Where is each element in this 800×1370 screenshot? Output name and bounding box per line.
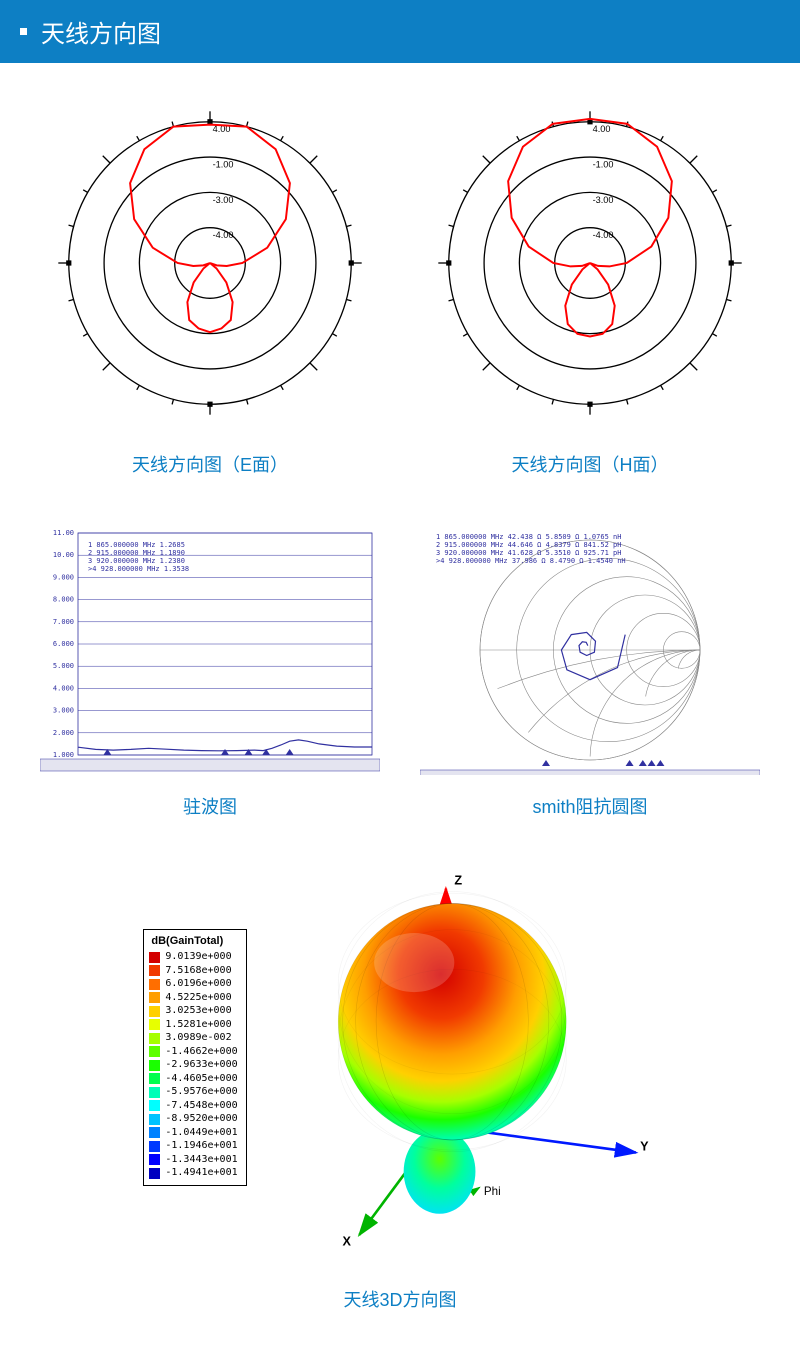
legend-value: 7.5168e+000 — [165, 964, 231, 978]
svg-text:-3.00: -3.00 — [213, 195, 234, 205]
polar-chart-h: 4.00 -1.00 -3.00 -4.00 — [420, 93, 760, 433]
legend-swatch — [149, 1046, 160, 1057]
svg-text:-3.00: -3.00 — [593, 195, 614, 205]
gain-legend-title: dB(GainTotal) — [151, 935, 237, 947]
legend-swatch — [149, 1033, 160, 1044]
vswr-chart: 1.000 2.000 3.000 4.000 5.000 6.000 7.000 8.000… — [40, 525, 380, 775]
svg-text:-1.00: -1.00 — [593, 160, 614, 170]
svg-text:>4 928.000000 MHz 1.3538: >4 928.000000 MHz 1.3538 — [88, 565, 189, 573]
svg-text:Y: Y — [640, 1139, 649, 1153]
legend-value: 6.0196e+000 — [165, 977, 231, 991]
svg-text:5.000: 5.000 — [53, 662, 74, 670]
legend-value: -1.3443e+001 — [165, 1153, 237, 1167]
legend-value: -1.4941e+001 — [165, 1166, 237, 1180]
legend-value: 3.0253e+000 — [165, 1004, 231, 1018]
legend-row: -8.9520e+000 — [149, 1112, 237, 1126]
gain-legend: dB(GainTotal) 9.0139e+0007.5168e+0006.01… — [143, 929, 246, 1186]
legend-value: 1.5281e+000 — [165, 1018, 231, 1032]
caption-vswr: 驻波图 — [183, 793, 237, 819]
legend-row: -1.4941e+001 — [149, 1166, 237, 1180]
legend-swatch — [149, 1100, 160, 1111]
legend-value: -4.4605e+000 — [165, 1072, 237, 1086]
legend-row: -1.4662e+000 — [149, 1045, 237, 1059]
legend-row: -7.4548e+000 — [149, 1099, 237, 1113]
legend-swatch — [149, 1168, 160, 1179]
section-header: 天线方向图 — [0, 0, 800, 63]
caption-polar-h: 天线方向图（H面） — [512, 451, 669, 477]
polar-chart-e: 4.00-1.00-3.00-4.00 — [40, 93, 380, 433]
legend-swatch — [149, 1060, 160, 1071]
legend-value: 4.5225e+000 — [165, 991, 231, 1005]
legend-value: -7.4548e+000 — [165, 1099, 237, 1113]
legend-swatch — [149, 979, 160, 990]
legend-row: -2.9633e+000 — [149, 1058, 237, 1072]
svg-text:2 915.000000 MHz 44.646 Ω 4: 2 915.000000 MHz 44.646 Ω 4.8379 Ω 841.5… — [436, 541, 621, 549]
svg-text:9.000: 9.000 — [53, 573, 74, 581]
legend-swatch — [149, 1141, 160, 1152]
legend-swatch — [149, 1114, 160, 1125]
legend-row: 9.0139e+000 — [149, 950, 237, 964]
legend-swatch — [149, 1087, 160, 1098]
svg-text:-1.00: -1.00 — [213, 160, 234, 170]
legend-value: -1.1946e+001 — [165, 1139, 237, 1153]
svg-text:7.000: 7.000 — [53, 618, 74, 626]
legend-row: -1.0449e+001 — [149, 1126, 237, 1140]
legend-row: -1.3443e+001 — [149, 1153, 237, 1167]
svg-text:2 915.000000 MHz 1.1890: 2 915.000000 MHz 1.1890 — [88, 549, 185, 557]
svg-text:2.000: 2.000 — [53, 729, 74, 737]
svg-text:6.000: 6.000 — [53, 640, 74, 648]
legend-swatch — [149, 965, 160, 976]
legend-value: 9.0139e+000 — [165, 950, 231, 964]
svg-text:-4.00: -4.00 — [213, 230, 234, 240]
svg-text:11.00: 11.00 — [53, 529, 74, 537]
legend-value: 3.0989e-002 — [165, 1031, 231, 1045]
svg-text:4.000: 4.000 — [53, 684, 74, 692]
legend-row: 6.0196e+000 — [149, 977, 237, 991]
legend-row: 3.0989e-002 — [149, 1031, 237, 1045]
svg-text:1.000: 1.000 — [53, 751, 74, 759]
legend-swatch — [149, 1127, 160, 1138]
legend-row: 3.0253e+000 — [149, 1004, 237, 1018]
header-bullet-icon — [20, 28, 27, 35]
legend-value: -1.0449e+001 — [165, 1126, 237, 1140]
legend-row: 1.5281e+000 — [149, 1018, 237, 1032]
legend-row: -4.4605e+000 — [149, 1072, 237, 1086]
svg-text:1 865.000000 MHz 1.2685: 1 865.000000 MHz 1.2685 — [88, 541, 185, 549]
legend-swatch — [149, 952, 160, 963]
svg-text:-4.00: -4.00 — [593, 230, 614, 240]
legend-row: 4.5225e+000 — [149, 991, 237, 1005]
svg-text:3.000: 3.000 — [53, 707, 74, 715]
legend-value: -2.9633e+000 — [165, 1058, 237, 1072]
smith-chart: 1 865.000000 MHz 42.438 Ω 5.8509 Ω 1.076… — [420, 525, 760, 775]
svg-text:X: X — [342, 1234, 351, 1248]
legend-swatch — [149, 1073, 160, 1084]
svg-text:1 865.000000 MHz 42.438 Ω 5: 1 865.000000 MHz 42.438 Ω 5.8509 Ω 1.076… — [436, 533, 621, 541]
svg-text:>4 928.000000 MHz 37.986 Ω: >4 928.000000 MHz 37.986 Ω 8.4790 Ω 1.45… — [436, 557, 626, 565]
legend-row: -5.9576e+000 — [149, 1085, 237, 1099]
caption-polar-e: 天线方向图（E面） — [132, 451, 288, 477]
svg-text:10.00: 10.00 — [53, 551, 74, 559]
legend-swatch — [149, 1154, 160, 1165]
svg-text:Phi: Phi — [484, 1185, 501, 1198]
svg-text:8.000: 8.000 — [53, 596, 74, 604]
legend-swatch — [149, 1006, 160, 1017]
section-title: 天线方向图 — [41, 14, 161, 49]
legend-value: -1.4662e+000 — [165, 1045, 237, 1059]
svg-text:3 920.000000 MHz 1.2380: 3 920.000000 MHz 1.2380 — [88, 557, 185, 565]
legend-swatch — [149, 992, 160, 1003]
legend-value: -8.9520e+000 — [165, 1112, 237, 1126]
legend-row: -1.1946e+001 — [149, 1139, 237, 1153]
svg-text:3 920.000000 MHz 41.628 Ω 5: 3 920.000000 MHz 41.628 Ω 5.3510 Ω 925.7… — [436, 549, 621, 557]
caption-3d: 天线3D方向图 — [0, 1286, 800, 1312]
svg-text:4.00: 4.00 — [593, 124, 611, 134]
legend-value: -5.9576e+000 — [165, 1085, 237, 1099]
legend-row: 7.5168e+000 — [149, 964, 237, 978]
legend-swatch — [149, 1019, 160, 1030]
pattern-3d-chart: ZThetaYXPhi — [277, 857, 657, 1258]
svg-text:Z: Z — [454, 873, 462, 887]
caption-smith: smith阻抗圆图 — [532, 793, 647, 819]
